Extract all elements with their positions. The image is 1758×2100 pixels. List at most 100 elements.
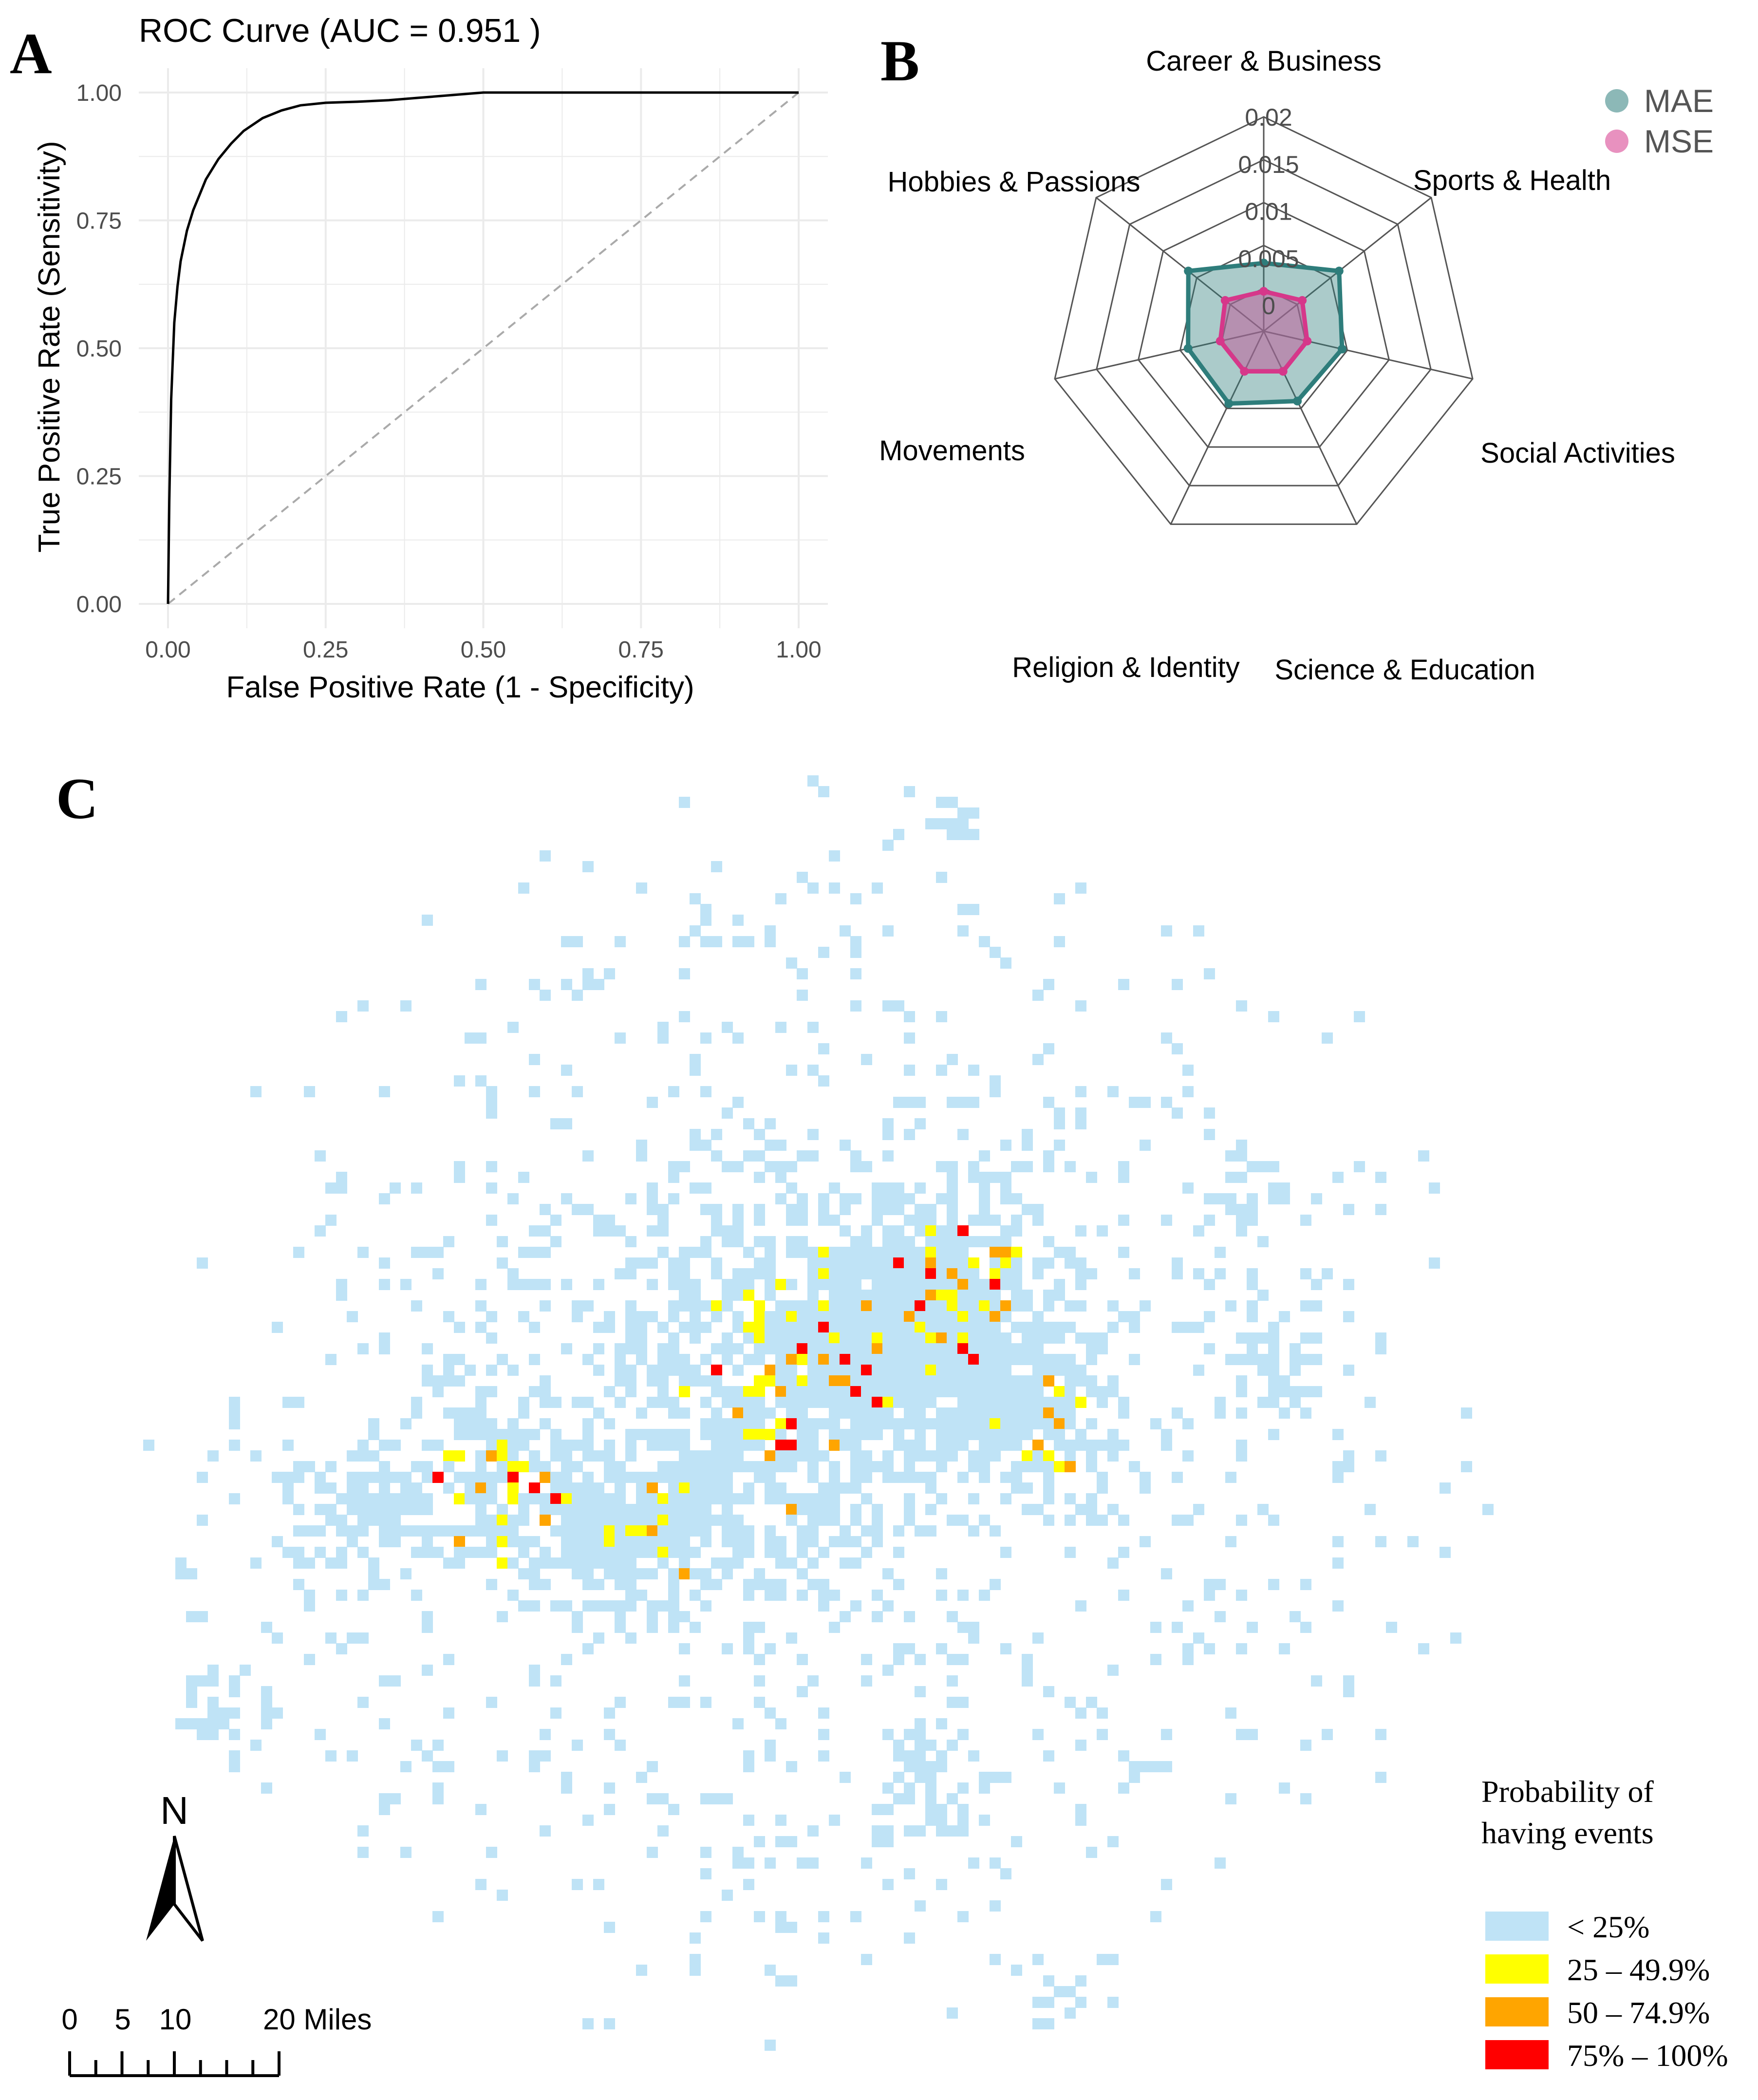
- map-cell: [1300, 1354, 1311, 1365]
- map-cell: [604, 1922, 615, 1933]
- map-cell: [1482, 1504, 1494, 1515]
- map-cell: [700, 1397, 711, 1408]
- map-cell: [818, 1300, 829, 1312]
- map-cell: [593, 1493, 604, 1504]
- map-cell: [904, 1407, 915, 1419]
- map-cell: [765, 1290, 776, 1301]
- map-cell: [850, 1515, 861, 1526]
- map-cell: [1215, 1247, 1226, 1258]
- map-cell: [1032, 1343, 1044, 1354]
- map-cell: [1215, 1193, 1226, 1204]
- map-cell: [968, 1493, 979, 1504]
- map-cell: [625, 1450, 636, 1462]
- map-cell: [990, 1332, 1001, 1344]
- map-cell: [625, 1236, 636, 1247]
- map-cell: [786, 1343, 797, 1354]
- map-cell: [261, 1697, 272, 1708]
- map-cell: [540, 1493, 551, 1504]
- map-cell: [915, 1750, 926, 1762]
- map-cell: [657, 1386, 669, 1397]
- map-cell: [668, 1493, 679, 1504]
- map-cell: [625, 1343, 636, 1354]
- map-cell: [529, 1086, 540, 1097]
- map-cell: [872, 1204, 883, 1215]
- radar-point-mae: [1184, 266, 1193, 276]
- map-cell: [797, 1343, 808, 1354]
- map-cell: [1182, 1643, 1194, 1654]
- map-cell: [582, 1643, 594, 1654]
- map-cell: [229, 1686, 240, 1697]
- map-cell: [904, 1729, 915, 1740]
- map-cell: [582, 1440, 594, 1451]
- map-cell: [765, 1322, 776, 1333]
- legend-label-50-75: 50 – 74.9%: [1567, 1995, 1710, 2030]
- map-cell: [990, 1311, 1001, 1322]
- map-cell: [293, 1397, 304, 1408]
- map-cell: [818, 1600, 829, 1612]
- map-cell: [422, 1343, 433, 1354]
- map-cell: [272, 1707, 283, 1719]
- map-cell: [1257, 1161, 1269, 1172]
- map-cell: [904, 1386, 915, 1397]
- map-cell: [615, 1611, 626, 1622]
- map-cell: [679, 1322, 690, 1333]
- map-cell: [1343, 1279, 1354, 1290]
- map-cell: [647, 1429, 658, 1440]
- map-cell: [1140, 1482, 1151, 1494]
- map-cell: [282, 1482, 294, 1494]
- map-cell: [668, 1697, 679, 1708]
- map-cell: [1032, 1365, 1044, 1376]
- map-cell: [947, 1654, 958, 1665]
- map-cell: [775, 1365, 786, 1376]
- map-cell: [1000, 1225, 1011, 1237]
- map-cell: [765, 1965, 776, 1976]
- map-cell: [615, 1525, 626, 1537]
- map-cell: [690, 1450, 701, 1462]
- map-cell: [411, 1525, 422, 1537]
- map-cell: [936, 1568, 947, 1579]
- map-cell: [1000, 1386, 1011, 1397]
- map-cell: [582, 1450, 594, 1462]
- map-cell: [882, 925, 894, 937]
- map-cell: [947, 1257, 958, 1269]
- map-cell: [529, 1322, 540, 1333]
- map-cell: [497, 1472, 508, 1483]
- map-cell: [465, 1407, 476, 1419]
- map-cell: [925, 1225, 936, 1237]
- radar-point-mse: [1259, 287, 1268, 296]
- map-cell: [1032, 1440, 1044, 1451]
- map-cell: [1011, 1279, 1022, 1290]
- map-cell: [1247, 1279, 1258, 1290]
- map-cell: [968, 1268, 979, 1279]
- map-cell: [197, 1718, 208, 1729]
- map-cell: [636, 1354, 647, 1365]
- roc-x-ticks: 0.00 0.25 0.50 0.75 1.00: [145, 637, 821, 663]
- map-cell: [904, 1354, 915, 1365]
- map-cell: [475, 1322, 486, 1333]
- map-cell: [625, 1440, 636, 1451]
- map-cell: [647, 1472, 658, 1483]
- map-cell: [743, 1332, 754, 1344]
- map-cell: [1107, 1836, 1119, 1847]
- map-cell: [711, 1579, 722, 1590]
- legend-swatch-50-75: [1485, 1997, 1549, 2026]
- map-cell: [829, 1332, 840, 1344]
- map-cell: [840, 1290, 851, 1301]
- map-cell: [700, 1032, 711, 1044]
- map-cell: [775, 1718, 786, 1729]
- map-cell: [904, 1825, 915, 1837]
- map-cell: [957, 1622, 969, 1633]
- map-cell: [797, 1354, 808, 1365]
- map-cell: [690, 1129, 701, 1140]
- radar-tick: 0: [1262, 292, 1275, 319]
- map-cell: [475, 1525, 486, 1537]
- map-cell: [368, 1472, 379, 1483]
- map-cell: [968, 1622, 979, 1633]
- map-cell: [1204, 1579, 1215, 1590]
- map-cell: [454, 1547, 465, 1558]
- map-cell: [657, 1440, 669, 1451]
- map-cell: [582, 1815, 594, 1826]
- map-cell: [1022, 1332, 1033, 1344]
- map-cell: [947, 818, 958, 829]
- map-cell: [636, 1140, 647, 1151]
